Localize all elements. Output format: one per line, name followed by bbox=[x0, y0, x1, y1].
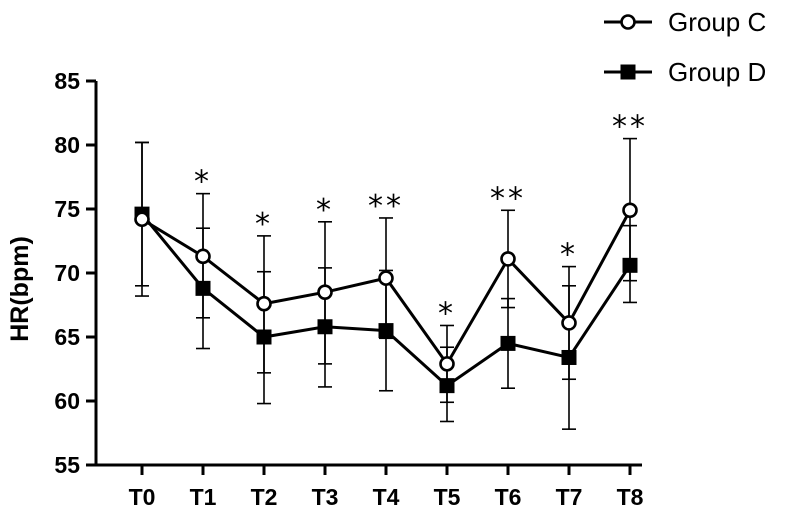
group-c-point bbox=[256, 295, 272, 312]
y-tick-label: 70 bbox=[54, 260, 80, 286]
x-tick-label: T8 bbox=[617, 484, 644, 510]
x-tick-label: T2 bbox=[251, 484, 278, 510]
y-tick-label: 55 bbox=[54, 452, 80, 478]
group-c-point bbox=[622, 202, 638, 219]
x-tick-label: T0 bbox=[129, 484, 156, 510]
group-c-point bbox=[317, 284, 333, 301]
group-d-point bbox=[256, 329, 272, 345]
legend-marker-group-c bbox=[620, 14, 636, 30]
significance-marker: ** bbox=[368, 189, 404, 224]
significance-marker: * bbox=[255, 207, 273, 242]
significance-annotations: ** * ******** bbox=[194, 110, 648, 332]
group-c-point bbox=[378, 270, 394, 286]
legend: Group C Group D bbox=[604, 7, 766, 87]
group-c-point bbox=[561, 315, 577, 331]
significance-marker: * bbox=[194, 165, 212, 200]
x-tick-label: T4 bbox=[373, 484, 400, 510]
y-tick-label: 75 bbox=[54, 196, 80, 222]
series-markers bbox=[134, 202, 638, 394]
significance-marker: * bbox=[438, 296, 456, 331]
x-tick-label: T7 bbox=[556, 484, 583, 510]
y-tick-label: 80 bbox=[54, 132, 80, 158]
group-d-point bbox=[195, 280, 211, 296]
significance-marker: * bbox=[316, 193, 334, 228]
x-tick-label: T5 bbox=[434, 484, 461, 510]
y-tick-label: 60 bbox=[54, 388, 80, 414]
significance-marker: * bbox=[560, 238, 578, 273]
x-tick-label: T3 bbox=[312, 484, 339, 510]
group-d-point bbox=[561, 349, 577, 365]
legend-label-group-c: Group C bbox=[668, 7, 766, 37]
group-d-point bbox=[378, 323, 394, 339]
significance-marker: ** bbox=[612, 110, 648, 145]
group-c-point bbox=[500, 251, 516, 267]
group-d-point bbox=[317, 319, 333, 335]
legend-label-group-d: Group D bbox=[668, 57, 766, 87]
y-tick-label: 85 bbox=[54, 68, 80, 94]
group-c-point bbox=[439, 356, 455, 372]
axes: 55 60 65 70 75 80 85 T0 T1 T2 T3 T4 T5 T6 T7 T8 bbox=[54, 68, 643, 510]
significance-marker: ** bbox=[490, 181, 526, 216]
x-tick-label: T6 bbox=[495, 484, 522, 510]
x-tick-label: T1 bbox=[190, 484, 217, 510]
legend-marker-group-d bbox=[620, 64, 636, 80]
y-axis-label: HR(bpm) bbox=[6, 236, 34, 342]
group-d-point bbox=[500, 335, 516, 351]
group-c-point bbox=[195, 248, 211, 265]
group-d-point bbox=[439, 378, 455, 394]
y-tick-label: 65 bbox=[54, 324, 80, 350]
group-c-point bbox=[134, 211, 150, 228]
group-d-point bbox=[622, 257, 638, 273]
